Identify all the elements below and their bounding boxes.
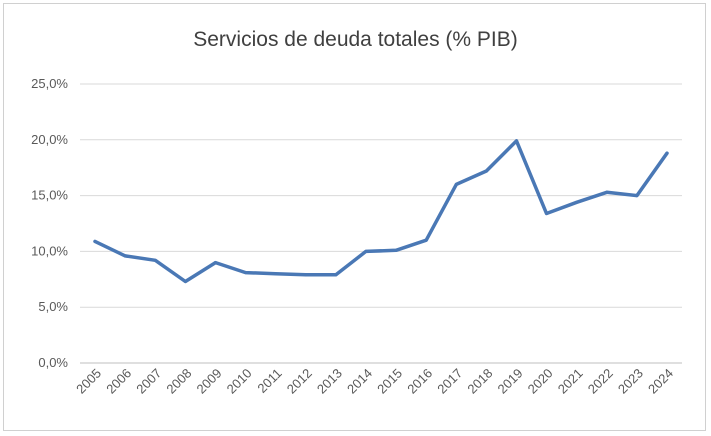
x-tick-label: 2019 xyxy=(495,366,526,397)
y-tick-label: 20,0% xyxy=(31,132,68,147)
x-axis-ticks: 2005 2006 2007 2008 2009 2010 2011 2012 2013 2014… xyxy=(73,366,676,397)
data-point xyxy=(274,272,278,276)
x-tick-label: 2018 xyxy=(464,366,495,397)
data-point xyxy=(304,273,308,277)
data-point xyxy=(575,200,579,204)
x-tick-label: 2013 xyxy=(314,366,345,397)
x-tick-label: 2020 xyxy=(525,366,556,397)
data-point xyxy=(665,151,669,155)
series-lines xyxy=(93,139,669,284)
data-point xyxy=(244,271,248,275)
data-point xyxy=(153,258,157,262)
data-point xyxy=(605,190,609,194)
data-point xyxy=(183,280,187,284)
x-tick-label: 2024 xyxy=(645,366,676,397)
x-tick-label: 2014 xyxy=(344,366,375,397)
data-point xyxy=(545,211,549,215)
data-point xyxy=(93,239,97,243)
x-tick-label: 2016 xyxy=(404,366,435,397)
y-axis-ticks: 0,0% 5,0% 10,0% 15,0% 20,0% 25,0% xyxy=(31,76,68,370)
series-line xyxy=(93,139,669,284)
chart-frame xyxy=(3,3,706,431)
data-point xyxy=(364,249,368,253)
data-point xyxy=(484,169,488,173)
x-tick-label: 2010 xyxy=(224,366,255,397)
data-point xyxy=(123,254,127,258)
data-point xyxy=(514,139,518,143)
y-tick-label: 5,0% xyxy=(38,299,68,314)
y-tick-label: 0,0% xyxy=(38,355,68,370)
x-tick-label: 2017 xyxy=(434,366,465,397)
data-point xyxy=(213,261,217,265)
x-tick-label: 2021 xyxy=(555,366,586,397)
x-tick-label: 2015 xyxy=(374,366,405,397)
x-tick-label: 2009 xyxy=(194,366,225,397)
data-point xyxy=(635,194,639,198)
y-tick-label: 15,0% xyxy=(31,188,68,203)
y-tick-label: 25,0% xyxy=(31,76,68,91)
x-tick-label: 2011 xyxy=(254,366,284,396)
x-tick-label: 2022 xyxy=(585,366,616,397)
x-tick-label: 2006 xyxy=(103,366,134,397)
x-tick-label: 2012 xyxy=(284,366,315,397)
y-tick-label: 10,0% xyxy=(31,243,68,258)
data-point xyxy=(424,238,428,242)
x-tick-label: 2005 xyxy=(73,366,104,397)
x-tick-label: 2023 xyxy=(615,366,646,397)
gridlines xyxy=(80,83,682,364)
chart-title: Servicios de deuda totales (% PIB) xyxy=(193,28,518,51)
data-point xyxy=(334,273,338,277)
x-tick-label: 2008 xyxy=(163,366,194,397)
data-point xyxy=(454,182,458,186)
x-tick-label: 2007 xyxy=(133,366,164,397)
data-point xyxy=(394,248,398,252)
